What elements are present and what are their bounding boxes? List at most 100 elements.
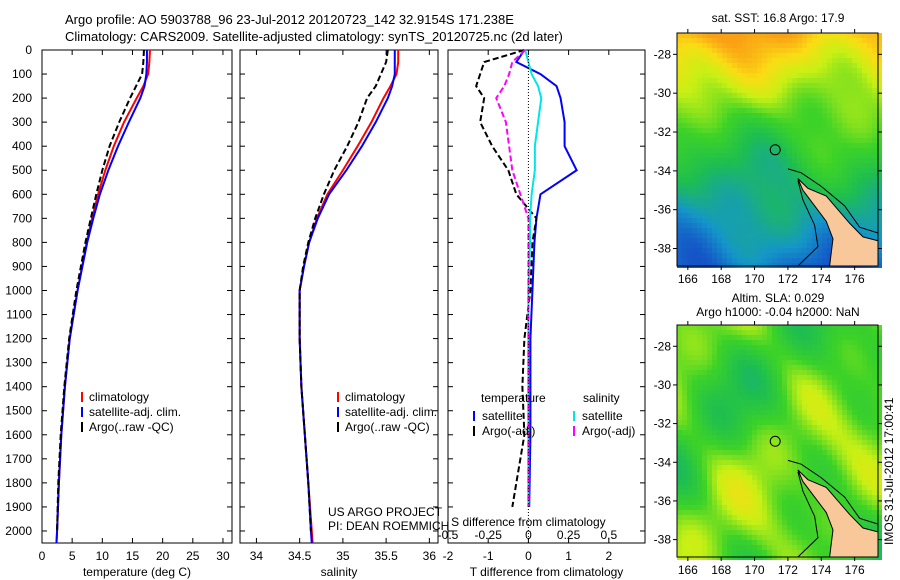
map-cell: [747, 525, 752, 530]
map-cell: [877, 350, 882, 355]
map-cell: [687, 405, 692, 410]
map-cell: [682, 330, 687, 335]
map-cell: [807, 233, 812, 238]
map-cell: [697, 198, 702, 203]
map-cell: [767, 153, 772, 158]
map-cell: [722, 128, 727, 133]
map-cell: [807, 540, 812, 545]
map-cell: [802, 248, 807, 253]
map-cell: [832, 410, 837, 415]
panel-frame-2: [239, 49, 439, 544]
map-cell: [747, 173, 752, 178]
map-cell: [802, 440, 807, 445]
map-cell: [717, 495, 722, 500]
map-cell: [732, 243, 737, 248]
map-cell: [722, 168, 727, 173]
map-cell: [712, 495, 717, 500]
map-cell: [827, 430, 832, 435]
map-cell: [712, 505, 717, 510]
map-cell: [722, 228, 727, 233]
map-cell: [787, 253, 792, 258]
map-cell: [782, 470, 787, 475]
map-cell: [707, 470, 712, 475]
map-cell: [702, 93, 707, 98]
map-cell: [682, 475, 687, 480]
map-cell: [792, 73, 797, 78]
map-cell: [737, 355, 742, 360]
map-cell: [852, 178, 857, 183]
map-cell: [847, 88, 852, 93]
map-cell: [752, 83, 757, 88]
map-cell: [702, 108, 707, 113]
map-cell: [792, 455, 797, 460]
map-cell: [852, 495, 857, 500]
map-cell: [777, 500, 782, 505]
map-cell: [797, 400, 802, 405]
map-cell: [747, 128, 752, 133]
map-cell: [857, 118, 862, 123]
map-cell: [692, 88, 697, 93]
map-cell: [822, 73, 827, 78]
map-cell: [787, 123, 792, 128]
map-cell: [867, 103, 872, 108]
map-cell: [802, 345, 807, 350]
map-cell: [817, 53, 822, 58]
map-cell: [682, 53, 687, 58]
map-cell: [677, 505, 682, 510]
map-cell: [762, 540, 767, 545]
map-cell: [867, 148, 872, 153]
map-cell: [767, 350, 772, 355]
map-cell: [737, 248, 742, 253]
map-cell: [687, 258, 692, 263]
map-cell: [787, 108, 792, 113]
map-cell: [792, 83, 797, 88]
map-cell: [722, 158, 727, 163]
map-cell: [702, 385, 707, 390]
map-cell: [767, 390, 772, 395]
map-cell: [727, 163, 732, 168]
map-cell: [817, 515, 822, 520]
map-cell: [862, 410, 867, 415]
map-cell: [812, 330, 817, 335]
map-cell: [722, 430, 727, 435]
map-cell: [717, 415, 722, 420]
map-cell: [787, 530, 792, 535]
map-cell: [712, 148, 717, 153]
map-cell: [737, 103, 742, 108]
map-cell: [852, 425, 857, 430]
map-cell: [702, 133, 707, 138]
map-cell: [877, 233, 882, 238]
map-cell: [817, 258, 822, 263]
map-cell: [687, 470, 692, 475]
map-cell: [702, 43, 707, 48]
map-cell: [757, 143, 762, 148]
map-cell: [862, 525, 867, 530]
map-cell: [852, 113, 857, 118]
map-cell: [862, 183, 867, 188]
map-cell: [707, 203, 712, 208]
map-cell: [792, 108, 797, 113]
map-cell: [807, 475, 812, 480]
map-cell: [827, 365, 832, 370]
map-cell: [822, 360, 827, 365]
map-cell: [877, 208, 882, 213]
map-cell: [677, 345, 682, 350]
map-cell: [712, 108, 717, 113]
map-cell: [812, 535, 817, 540]
map-cell: [697, 108, 702, 113]
map-cell: [837, 335, 842, 340]
map-cell: [797, 248, 802, 253]
map-cell: [682, 430, 687, 435]
map-cell: [712, 545, 717, 550]
map-cell: [722, 495, 727, 500]
map-cell: [807, 253, 812, 258]
map-cell: [782, 223, 787, 228]
map-cell: [707, 480, 712, 485]
map-cell: [827, 440, 832, 445]
annotation-project: US ARGO PROJECT: [328, 505, 443, 519]
map-cell: [712, 243, 717, 248]
map-cell: [687, 143, 692, 148]
legend-label: Argo(..raw -QC): [89, 420, 174, 434]
map-cell: [752, 258, 757, 263]
map-cell: [792, 325, 797, 330]
